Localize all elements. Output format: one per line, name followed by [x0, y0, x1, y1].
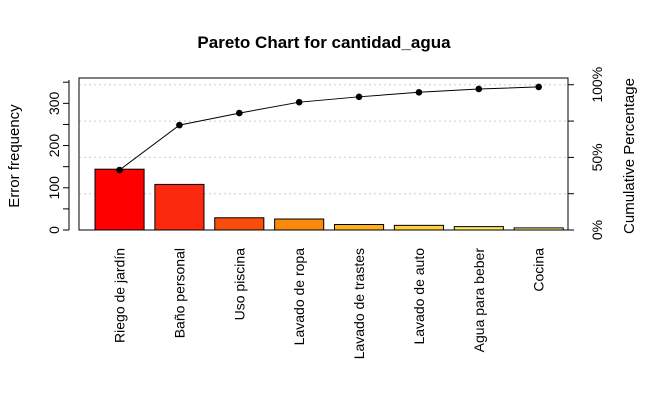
category-label: Baño personal	[171, 248, 187, 338]
plot-frame	[78, 77, 569, 231]
y2-tick-label: 50%	[589, 143, 605, 171]
bar	[453, 226, 504, 231]
cumulative-point	[535, 83, 542, 91]
right-axis: 0% 50% 100%	[567, 67, 605, 240]
cumulative-point	[235, 109, 243, 117]
y-axis-label: Error frequency	[6, 104, 23, 208]
bar	[214, 217, 265, 231]
cumulative-point	[475, 85, 483, 93]
cumulative-line-group	[116, 83, 542, 174]
y-tick-label: 100	[46, 176, 62, 200]
bar	[334, 224, 385, 231]
cumulative-point	[355, 93, 363, 101]
category-label: Cocina	[531, 248, 547, 292]
bars-group	[94, 168, 564, 231]
cumulative-point	[295, 98, 303, 106]
y2-tick-label: 0%	[589, 220, 605, 240]
category-label: Uso piscina	[231, 248, 247, 321]
y-tick-label: 300	[46, 91, 62, 115]
category-label: Riego de jardín	[112, 248, 128, 343]
category-label: Lavado de auto	[411, 248, 427, 345]
left-axis: 0 100 200 300	[46, 80, 70, 234]
bar	[94, 168, 145, 231]
bar	[274, 218, 325, 231]
category-label: Agua para beber	[471, 248, 487, 353]
y-tick-label: 0	[46, 226, 62, 234]
cumulative-point	[116, 166, 123, 174]
category-label: Lavado de trastes	[351, 248, 367, 359]
cumulative-line	[119, 86, 539, 171]
y-tick-label: 200	[46, 134, 62, 158]
y2-tick-label: 100%	[589, 67, 605, 103]
cumulative-point	[176, 121, 183, 129]
category-label: Lavado de ropa	[291, 248, 307, 346]
bar	[393, 224, 444, 231]
chart-title: Pareto Chart for cantidad_agua	[197, 33, 451, 52]
y2-axis-label: Cumulative Percentage	[621, 78, 638, 234]
category-labels: Riego de jardín Baño personal Uso piscina L…	[112, 248, 547, 360]
cumulative-point	[415, 89, 423, 96]
bar	[154, 183, 205, 231]
grid-lines	[79, 84, 568, 231]
